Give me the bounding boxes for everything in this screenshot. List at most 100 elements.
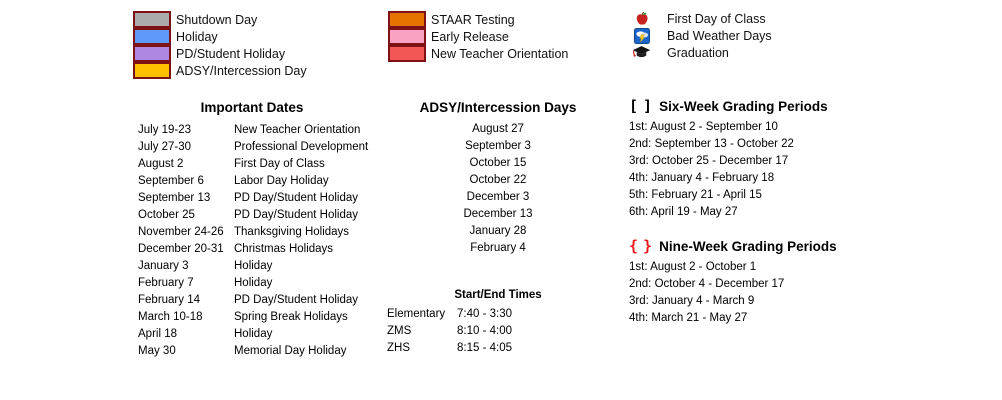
date: October 25 bbox=[138, 208, 195, 221]
nine-week-period: 4th: March 21 - May 27 bbox=[629, 312, 748, 324]
important-date-row: May 30 Memorial Day Holiday bbox=[138, 342, 366, 359]
nine-week-period: 3rd: January 4 - March 9 bbox=[629, 295, 755, 307]
six-week-period: 4th: January 4 - February 18 bbox=[629, 172, 775, 184]
nine-week-header: { } Nine-Week Grading Periods bbox=[629, 237, 869, 255]
date: February 14 bbox=[138, 293, 201, 306]
school-name: ZMS bbox=[387, 324, 412, 337]
time-row: ZHS 8:15 - 4:05 bbox=[383, 339, 613, 356]
event: Memorial Day Holiday bbox=[234, 344, 347, 357]
shutdown-day-swatch bbox=[133, 11, 171, 28]
event: PD Day/Student Holiday bbox=[234, 293, 359, 306]
legend-item-graduation: Graduation bbox=[632, 44, 772, 61]
nine-week-period: 1st: August 2 - October 1 bbox=[629, 261, 757, 273]
event: Holiday bbox=[234, 276, 273, 289]
adsy-date: September 3 bbox=[465, 140, 531, 152]
event: Holiday bbox=[234, 327, 273, 340]
start-end-times-section: Start/End Times Elementary 7:40 - 3:30 ZM… bbox=[383, 288, 613, 356]
event: Christmas Holidays bbox=[234, 242, 334, 255]
important-date-row: January 3 Holiday bbox=[138, 257, 366, 274]
six-week-header: [ ] Six-Week Grading Periods bbox=[629, 97, 869, 115]
graduation-cap-icon bbox=[632, 44, 651, 61]
school-name: ZHS bbox=[387, 341, 410, 354]
six-week-period: 6th: April 19 - May 27 bbox=[629, 206, 738, 218]
legend-icon-types: First Day of Class Bad Weather Days bbox=[632, 10, 772, 61]
legend-label: Early Release bbox=[431, 29, 509, 44]
important-date-row: November 24-26 Thanksgiving Holidays bbox=[138, 223, 366, 240]
adsy-title: ADSY/Intercession Days bbox=[419, 100, 577, 115]
adsy-date: October 22 bbox=[469, 174, 527, 186]
legend-label: Bad Weather Days bbox=[667, 28, 772, 43]
legend-item-staar-testing: STAAR Testing bbox=[388, 11, 568, 28]
important-date-row: October 25 PD Day/Student Holiday bbox=[138, 206, 366, 223]
legend-label: First Day of Class bbox=[667, 11, 766, 26]
adsy-section: ADSY/Intercession Days August 27 Septemb… bbox=[383, 100, 613, 356]
school-name: Elementary bbox=[387, 307, 446, 320]
adsy-date: December 13 bbox=[463, 208, 533, 220]
date: July 27-30 bbox=[138, 140, 192, 153]
date: November 24-26 bbox=[138, 225, 224, 238]
six-week-period: 2nd: September 13 - October 22 bbox=[629, 138, 794, 150]
legend-label: STAAR Testing bbox=[431, 12, 515, 27]
legend-item-pd-student-holiday: PD/Student Holiday bbox=[133, 45, 307, 62]
legend-item-adsy-day: ADSY/Intercession Day bbox=[133, 62, 307, 79]
apple-icon bbox=[632, 10, 651, 27]
school-time: 7:40 - 3:30 bbox=[457, 307, 512, 320]
square-brackets-icon: [ ] bbox=[629, 96, 652, 115]
event: Thanksgiving Holidays bbox=[234, 225, 350, 238]
date: September 6 bbox=[138, 174, 204, 187]
date: May 30 bbox=[138, 344, 176, 357]
legend-item-bad-weather-days: Bad Weather Days bbox=[632, 27, 772, 44]
important-date-row: August 2 First Day of Class bbox=[138, 155, 366, 172]
important-date-row: March 10-18 Spring Break Holidays bbox=[138, 308, 366, 325]
legend-item-new-teacher-orientation: New Teacher Orientation bbox=[388, 45, 568, 62]
pd-student-holiday-swatch bbox=[133, 45, 171, 62]
date: January 3 bbox=[138, 259, 189, 272]
legend-item-early-release: Early Release bbox=[388, 28, 568, 45]
date: September 13 bbox=[138, 191, 211, 204]
new-teacher-orientation-swatch bbox=[388, 45, 426, 62]
legend-item-first-day-of-class: First Day of Class bbox=[632, 10, 772, 27]
legend-label: Holiday bbox=[176, 29, 218, 44]
grading-periods-section: [ ] Six-Week Grading Periods 1st: August… bbox=[629, 97, 869, 327]
legend-item-holiday: Holiday bbox=[133, 28, 307, 45]
school-time: 8:15 - 4:05 bbox=[457, 341, 512, 354]
legend-label: ADSY/Intercession Day bbox=[176, 63, 307, 78]
legend-label: Graduation bbox=[667, 45, 729, 60]
date: August 2 bbox=[138, 157, 184, 170]
important-date-row: September 13 PD Day/Student Holiday bbox=[138, 189, 366, 206]
date: July 19-23 bbox=[138, 123, 192, 136]
six-week-title: Six-Week Grading Periods bbox=[659, 98, 828, 114]
event: Labor Day Holiday bbox=[234, 174, 329, 187]
six-week-period: 3rd: October 25 - December 17 bbox=[629, 155, 789, 167]
staar-testing-swatch bbox=[388, 11, 426, 28]
adsy-date: August 27 bbox=[472, 123, 524, 135]
important-date-row: September 6 Labor Day Holiday bbox=[138, 172, 366, 189]
start-end-times-title: Start/End Times bbox=[454, 289, 542, 301]
important-date-row: February 14 PD Day/Student Holiday bbox=[138, 291, 366, 308]
important-dates-section: Important Dates July 19-23 New Teacher Or… bbox=[138, 100, 368, 359]
important-date-row: July 19-23 New Teacher Orientation bbox=[138, 121, 366, 138]
important-date-row: July 27-30 Professional Development bbox=[138, 138, 368, 155]
legend-event-types: STAAR Testing Early Release New Teacher … bbox=[388, 11, 568, 62]
important-date-row: December 20-31 Christmas Holidays bbox=[138, 240, 366, 257]
early-release-swatch bbox=[388, 28, 426, 45]
curly-braces-icon: { } bbox=[629, 236, 652, 255]
date: February 7 bbox=[138, 276, 194, 289]
date: March 10-18 bbox=[138, 310, 203, 323]
important-date-row: April 18 Holiday bbox=[138, 325, 366, 342]
adsy-day-swatch bbox=[133, 62, 171, 79]
legend-label: New Teacher Orientation bbox=[431, 46, 569, 61]
event: New Teacher Orientation bbox=[234, 123, 361, 136]
adsy-date: October 15 bbox=[469, 157, 527, 169]
legend-label: PD/Student Holiday bbox=[176, 46, 286, 61]
six-week-period: 1st: August 2 - September 10 bbox=[629, 121, 778, 133]
school-time: 8:10 - 4:00 bbox=[457, 324, 512, 337]
bad-weather-icon bbox=[632, 27, 651, 44]
adsy-date: January 28 bbox=[469, 225, 527, 237]
legend-day-types: Shutdown Day Holiday PD/Student Holiday … bbox=[133, 11, 307, 79]
event: Spring Break Holidays bbox=[234, 310, 348, 323]
six-week-period: 5th: February 21 - April 15 bbox=[629, 189, 762, 201]
important-dates-title: Important Dates bbox=[200, 100, 304, 115]
nine-week-period: 2nd: October 4 - December 17 bbox=[629, 278, 785, 290]
